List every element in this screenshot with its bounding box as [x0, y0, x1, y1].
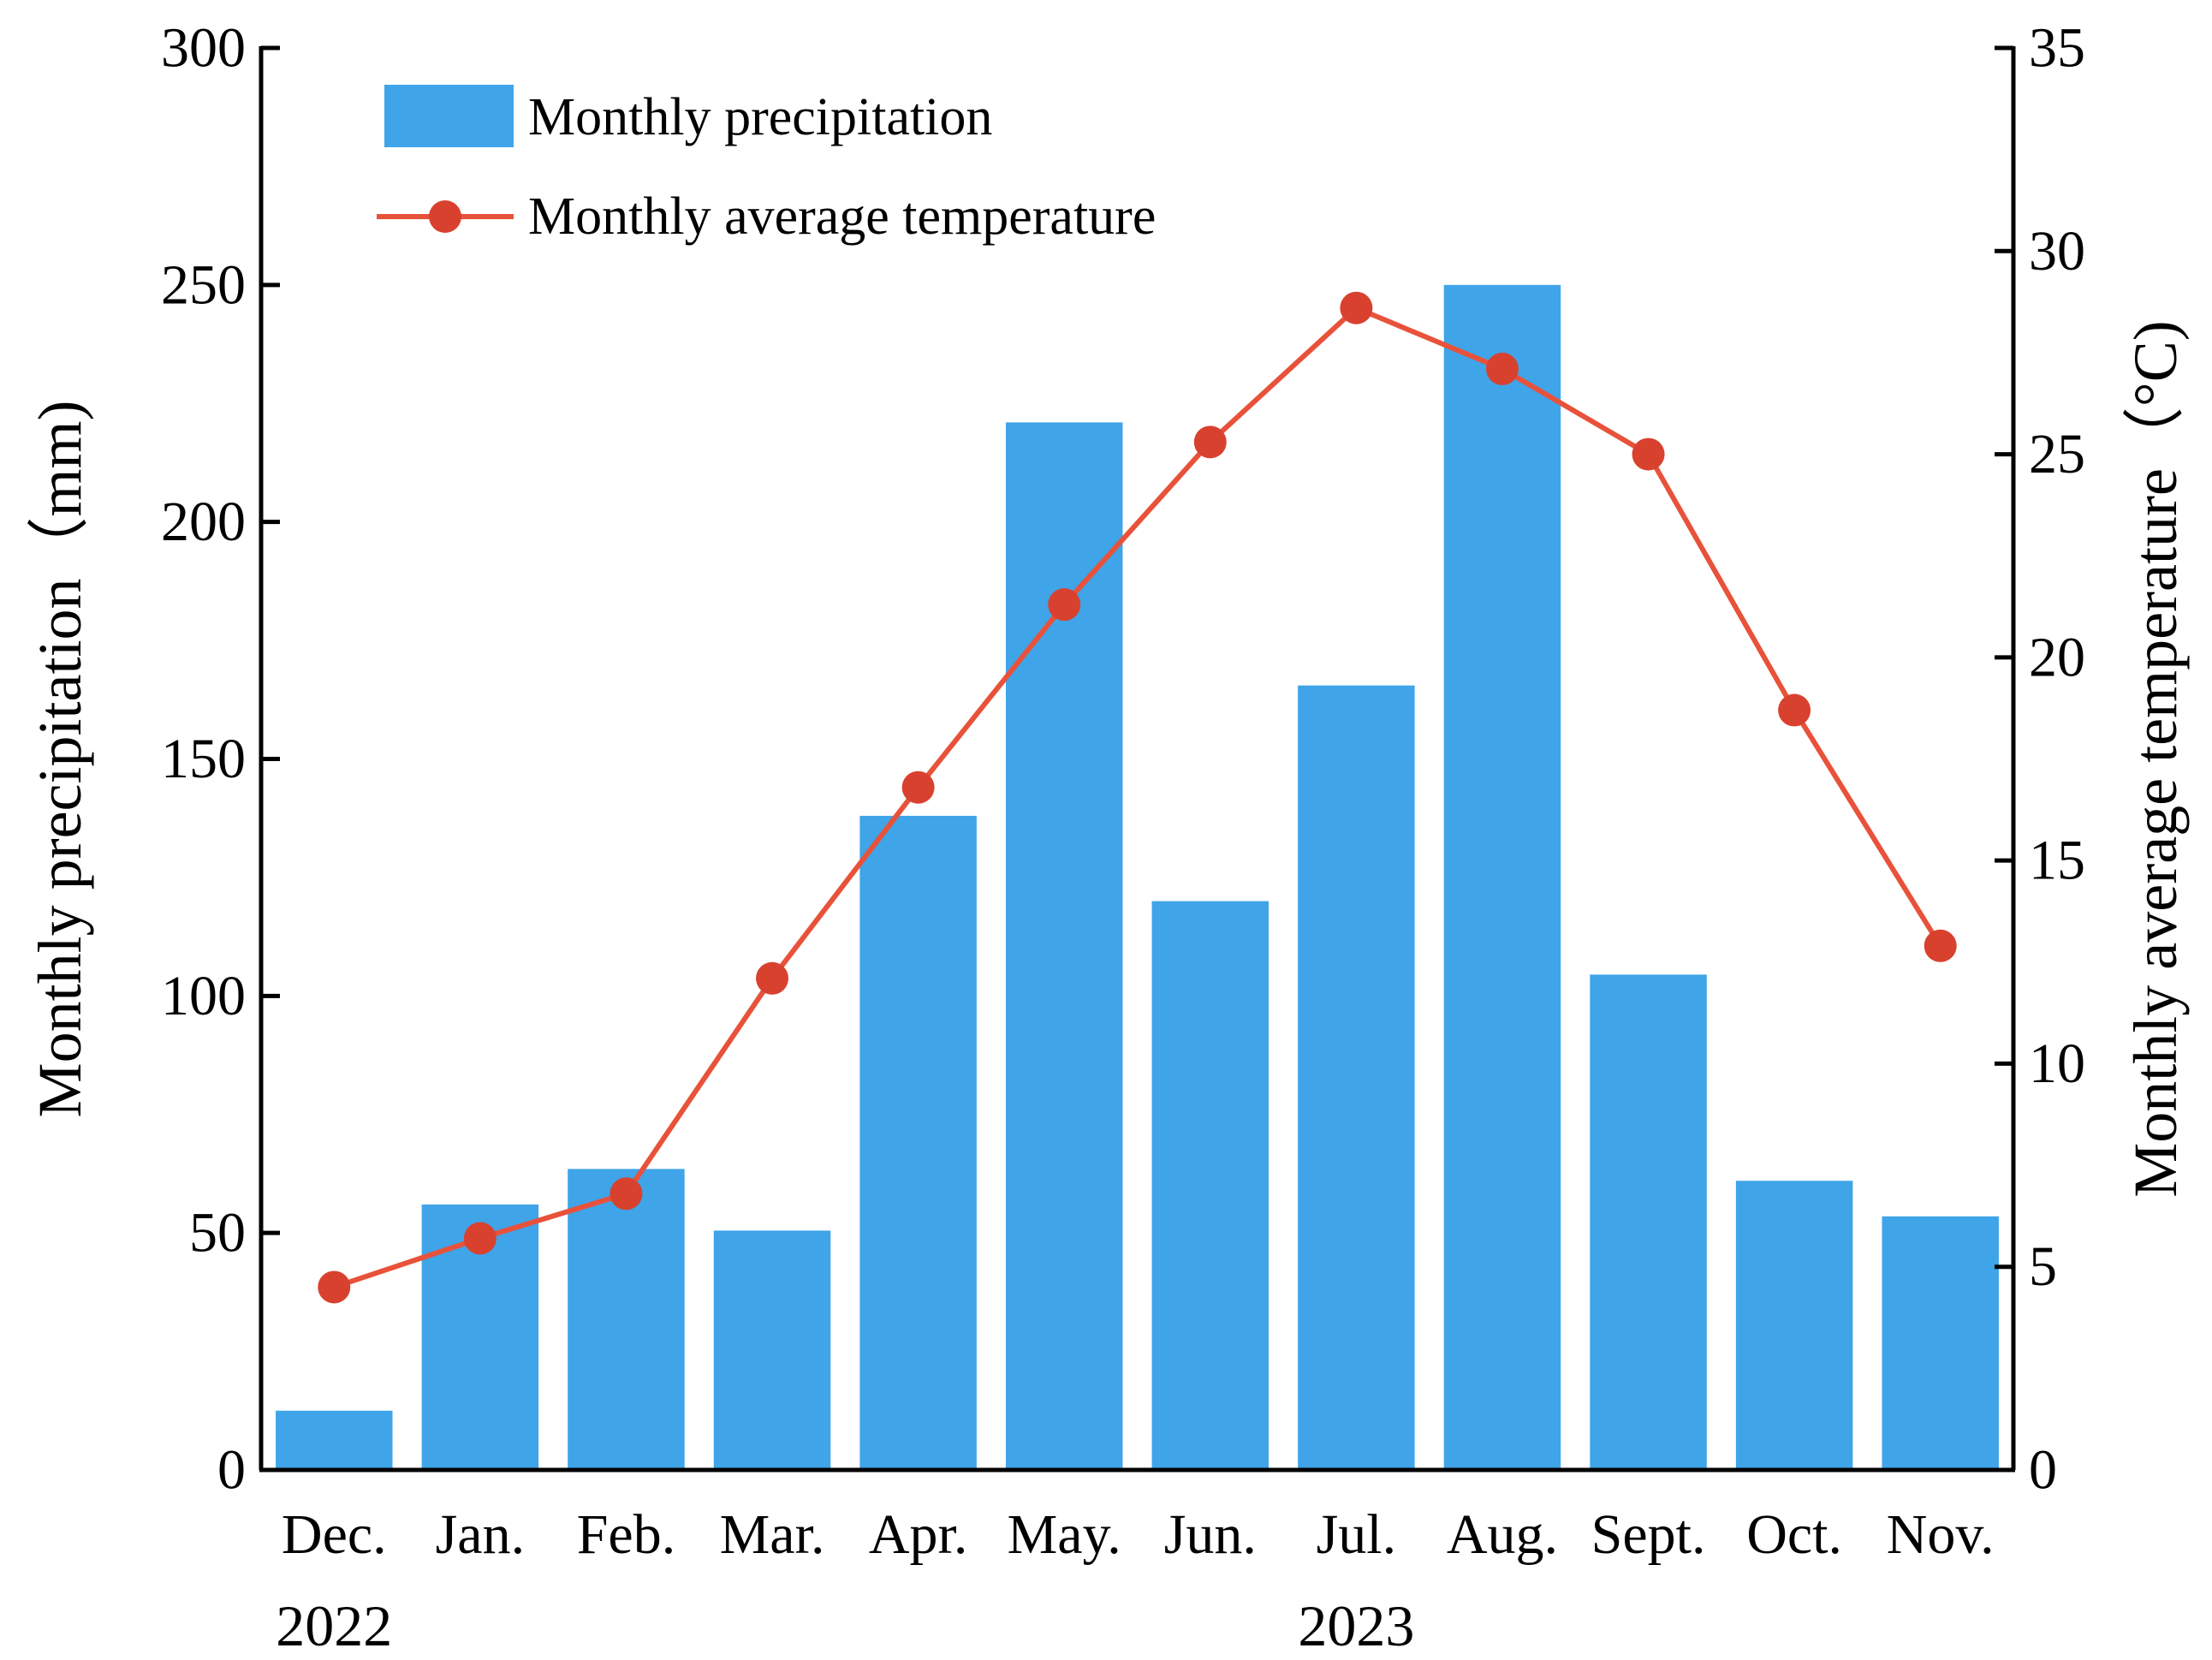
- x-tick-label: Oct.: [1746, 1503, 1842, 1566]
- left-tick-label: 150: [161, 728, 246, 790]
- left-tick-label: 50: [189, 1202, 246, 1264]
- right-tick-label: 0: [2029, 1439, 2057, 1502]
- right-tick-label: 30: [2029, 220, 2085, 283]
- precipitation-bar-jun: [1151, 901, 1270, 1470]
- left-tick-label: 300: [161, 17, 246, 80]
- precipitation-bar-feb: [568, 1169, 685, 1470]
- legend-label-precipitation: Monthly precipitation: [528, 88, 992, 146]
- temperature-line-series: [318, 291, 1957, 1304]
- temperature-point-dec: [318, 1270, 351, 1304]
- legend-marker-temperature: [429, 200, 461, 233]
- legend: Monthly precipitation Monthly average tem…: [377, 85, 1156, 246]
- temperature-point-feb: [609, 1177, 643, 1211]
- axes: [259, 45, 2016, 1473]
- left-tick-label: 200: [161, 491, 246, 553]
- precipitation-bar-aug: [1443, 284, 1561, 1470]
- x-tick-label: Jun.: [1164, 1503, 1257, 1566]
- x-tick-label: Mar.: [720, 1503, 825, 1566]
- precipitation-bar-jul: [1298, 685, 1415, 1470]
- left-tick-label: 0: [217, 1439, 246, 1502]
- legend-swatch-precipitation: [384, 85, 514, 147]
- temperature-point-apr: [901, 771, 935, 804]
- year-label: 2022: [276, 1593, 392, 1656]
- right-tick-label: 5: [2029, 1235, 2057, 1298]
- right-tick-label: 15: [2029, 830, 2085, 892]
- x-tick-label: May.: [1008, 1503, 1121, 1566]
- left-axis-title: Monthly precipitation（mm): [26, 401, 94, 1118]
- temperature-point-oct: [1778, 693, 1811, 727]
- right-axis-title: Monthly average temperature（°C): [2121, 320, 2190, 1197]
- precipitation-bar-apr: [859, 815, 977, 1470]
- precipitation-bar-oct: [1735, 1181, 1853, 1470]
- precipitation-bar-may: [1005, 422, 1123, 1470]
- precipitation-bar-dec: [276, 1410, 393, 1470]
- temperature-point-nov: [1924, 929, 1957, 962]
- precipitation-bar-mar: [713, 1230, 831, 1470]
- x-tick-label: Sept.: [1591, 1503, 1706, 1566]
- right-tick-label: 20: [2029, 626, 2085, 688]
- precipitation-bar-sept: [1590, 974, 1707, 1470]
- x-tick-label: Apr.: [869, 1503, 968, 1566]
- temperature-point-sept: [1632, 437, 1665, 471]
- x-tick-label: Feb.: [577, 1503, 676, 1566]
- x-tick-label: Jan.: [436, 1503, 525, 1566]
- x-tick-label: Dec.: [282, 1503, 387, 1566]
- right-tick-label: 10: [2029, 1032, 2085, 1095]
- right-tick-label: 25: [2029, 423, 2085, 485]
- year-label: 2023: [1298, 1593, 1414, 1656]
- x-tick-label: Aug.: [1447, 1503, 1558, 1566]
- temperature-point-mar: [756, 961, 789, 995]
- temperature-point-jul: [1340, 291, 1373, 324]
- temperature-point-jan: [463, 1222, 497, 1255]
- temperature-line: [333, 305, 1943, 1290]
- left-tick-label: 100: [161, 965, 246, 1027]
- temperature-point-may: [1048, 588, 1081, 622]
- temperature-point-aug: [1485, 352, 1519, 385]
- legend-label-temperature: Monthly average temperature: [528, 187, 1156, 246]
- precipitation-bar-nov: [1882, 1216, 1999, 1470]
- left-tick-label: 250: [161, 253, 246, 316]
- x-tick-label: Jul.: [1317, 1503, 1397, 1566]
- x-tick-label: Nov.: [1887, 1503, 1995, 1566]
- right-tick-label: 35: [2029, 17, 2085, 80]
- temperature-point-jun: [1193, 425, 1227, 459]
- axis-labels: 0 50 100 150 200 250 300 0 5 10 15 20 25 30 35 Dec. Jan.…: [26, 17, 2190, 1659]
- precipitation-bars: [276, 284, 1999, 1470]
